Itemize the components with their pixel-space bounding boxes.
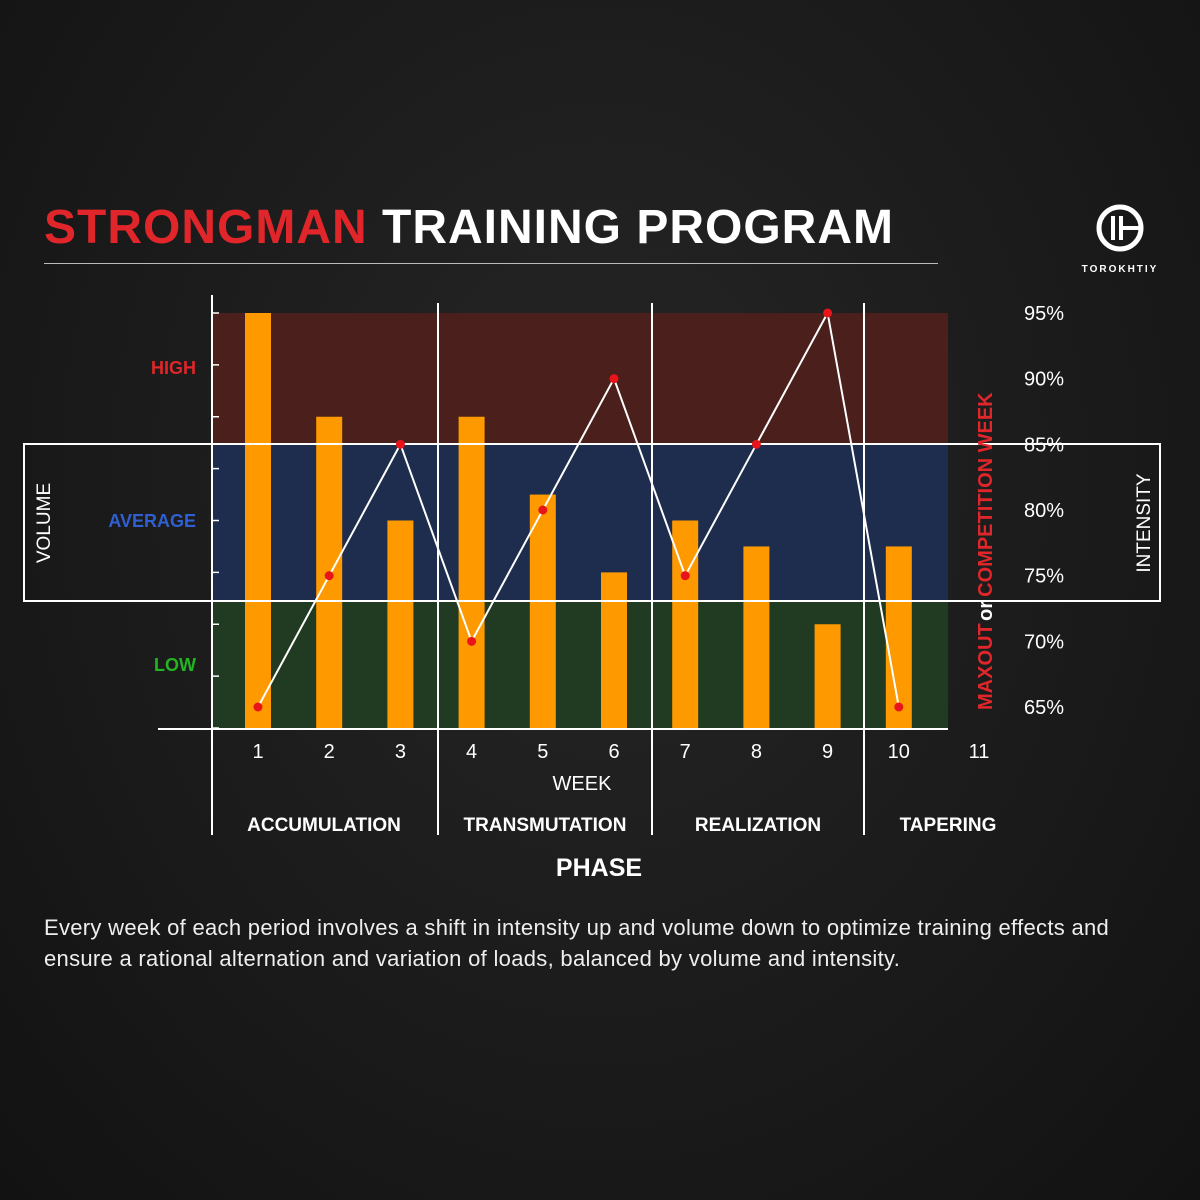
competition-week-text: COMPETITION WEEK <box>975 392 997 597</box>
volume-level-label: HIGH <box>151 358 196 378</box>
intensity-point <box>680 571 690 581</box>
week-tick-label: 10 <box>888 741 910 763</box>
volume-bar <box>245 313 271 728</box>
or-text: or <box>975 601 997 621</box>
title-accent: STRONGMAN <box>44 201 368 254</box>
title-divider <box>44 263 938 264</box>
week-tick-label: 9 <box>822 741 833 763</box>
volume-level-label: LOW <box>154 655 196 675</box>
volume-bar <box>672 520 699 728</box>
intensity-point <box>467 636 477 646</box>
phase-label: TRANSMUTATION <box>464 815 627 836</box>
intensity-point <box>894 702 904 712</box>
logo-text: TOROKHTIY <box>1081 264 1159 275</box>
description: Every week of each period involves a shi… <box>44 915 1110 971</box>
intensity-tick-label: 70% <box>1024 631 1064 653</box>
volume-axis-label: VOLUME <box>34 483 55 563</box>
phase-label: ACCUMULATION <box>247 815 401 836</box>
intensity-tick-label: 85% <box>1024 434 1064 456</box>
title-rest: TRAINING PROGRAM <box>382 201 894 254</box>
intensity-point <box>253 702 263 712</box>
intensity-point <box>538 505 548 515</box>
intensity-tick-label: 90% <box>1024 369 1064 391</box>
phase-label: TAPERING <box>900 815 997 836</box>
week-tick-label: 5 <box>537 741 548 763</box>
week-tick-label: 1 <box>252 741 263 763</box>
logo: TOROKHTIY <box>1078 203 1162 275</box>
week-axis-label: WEEK <box>553 773 613 795</box>
logo-icon <box>1096 204 1144 252</box>
phase-axis-label: PHASE <box>556 854 642 882</box>
intensity-axis-label: INTENSITY <box>1134 473 1155 573</box>
week-tick-label: 8 <box>751 741 762 763</box>
intensity-point <box>751 439 761 449</box>
maxout-note: MAXOUT or COMPETITION WEEK <box>975 392 997 710</box>
week-tick-label: 7 <box>680 741 691 763</box>
average-zone-frame <box>23 443 1161 602</box>
intensity-point <box>395 439 405 449</box>
phase-label: REALIZATION <box>695 815 821 836</box>
intensity-point <box>324 571 334 581</box>
volume-bar <box>529 494 556 728</box>
maxout-text: MAXOUT <box>975 624 997 710</box>
week-tick-label: 2 <box>324 741 335 763</box>
week-tick-label: 6 <box>608 741 619 763</box>
volume-bar <box>885 546 912 728</box>
week-tick-label: 11 <box>969 741 990 763</box>
volume-bar <box>743 546 770 728</box>
volume-bar <box>387 520 414 728</box>
week-tick-label: 3 <box>395 741 406 763</box>
intensity-point <box>823 308 833 318</box>
week-tick-label: 4 <box>466 741 477 763</box>
intensity-line <box>257 310 900 708</box>
volume-bar <box>458 416 485 728</box>
intensity-tick-label: 95% <box>1024 303 1064 325</box>
volume-level-label: AVERAGE <box>108 511 196 531</box>
volume-bar <box>601 572 627 728</box>
intensity-tick-label: 75% <box>1024 566 1064 588</box>
intensity-tick-label: 80% <box>1024 500 1064 522</box>
page-title: STRONGMAN TRAINING PROGRAM <box>44 200 894 255</box>
intensity-tick-label: 65% <box>1024 697 1064 719</box>
intensity-point <box>609 374 619 384</box>
volume-bar <box>814 624 841 728</box>
